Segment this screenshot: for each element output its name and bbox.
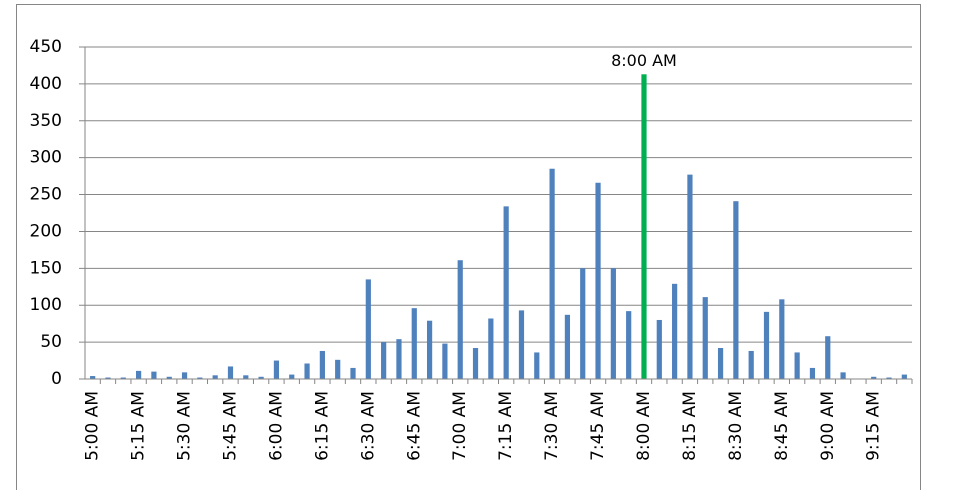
bar [840, 372, 846, 379]
bar [335, 359, 341, 379]
bar [181, 372, 188, 379]
x-tick-label: 8:30 AM [726, 391, 746, 461]
bar [411, 308, 417, 379]
x-tick-label: 5:45 AM [220, 391, 240, 461]
bar [901, 374, 907, 379]
bar [549, 168, 555, 379]
bar [273, 360, 280, 379]
bar [564, 314, 571, 379]
x-tick-label: 8:00 AM [634, 391, 654, 461]
bar [472, 348, 479, 379]
bar [641, 74, 647, 379]
bar [457, 260, 463, 379]
y-tick-label: 350 [30, 111, 62, 131]
x-tick-label: 6:00 AM [266, 391, 286, 461]
bar [825, 336, 831, 379]
bar [136, 370, 142, 379]
x-tick-label: 6:30 AM [358, 391, 378, 461]
x-tick-label: 5:15 AM [129, 391, 149, 461]
x-tick-label: 5:00 AM [83, 391, 103, 461]
bar [503, 206, 509, 379]
bar [120, 377, 126, 379]
y-tick-label: 400 [30, 74, 62, 94]
x-tick-label: 5:30 AM [175, 391, 195, 461]
bar [580, 268, 586, 379]
x-tick-label: 8:45 AM [772, 391, 792, 461]
bar [763, 311, 770, 379]
y-tick-label: 0 [51, 369, 62, 389]
bar [426, 320, 433, 379]
bar [381, 342, 387, 379]
bar [197, 377, 203, 379]
bar [794, 352, 800, 379]
x-tick-label: 9:00 AM [818, 391, 838, 461]
bar [748, 350, 754, 379]
bar [442, 343, 448, 379]
bar [365, 279, 371, 379]
bar [304, 363, 310, 379]
y-tick-label: 450 [30, 37, 62, 57]
bar [626, 311, 632, 379]
bar [656, 319, 662, 379]
bar [871, 376, 877, 379]
x-tick-label: 7:00 AM [450, 391, 470, 461]
x-tick-label: 7:45 AM [588, 391, 608, 461]
x-tick-label: 7:30 AM [542, 391, 562, 461]
bar [350, 367, 356, 379]
bar [488, 318, 494, 379]
y-tick-label: 100 [30, 295, 62, 315]
bar [687, 174, 693, 379]
bar [166, 376, 172, 379]
bar [733, 201, 739, 379]
bar [396, 339, 402, 379]
chart-frame [16, 4, 921, 490]
y-tick-label: 250 [30, 185, 62, 205]
bar [243, 375, 249, 379]
bar [534, 352, 540, 379]
bar [258, 376, 264, 379]
bar [702, 297, 708, 379]
bar [809, 367, 816, 379]
y-tick-label: 50 [40, 332, 62, 352]
bar [212, 375, 218, 379]
x-tick-label: 6:45 AM [404, 391, 424, 461]
bar [151, 371, 157, 379]
x-tick-label: 9:15 AM [864, 391, 884, 461]
y-tick-label: 200 [30, 221, 62, 241]
bar [779, 299, 785, 379]
bar [105, 377, 111, 379]
bar [319, 350, 325, 379]
bar [886, 377, 892, 379]
x-tick-label: 8:15 AM [680, 391, 700, 461]
bar [672, 283, 678, 379]
y-tick-label: 150 [30, 258, 62, 278]
bar [717, 348, 724, 379]
bar [227, 366, 234, 379]
bar [610, 268, 616, 379]
bar [90, 376, 96, 379]
annotation: 8:00 AM [611, 51, 677, 70]
bar [595, 182, 601, 379]
x-tick-label: 7:15 AM [496, 391, 516, 461]
bar [518, 310, 525, 379]
bar [289, 374, 295, 379]
y-tick-label: 300 [30, 148, 62, 168]
x-tick-label: 6:15 AM [312, 391, 332, 461]
